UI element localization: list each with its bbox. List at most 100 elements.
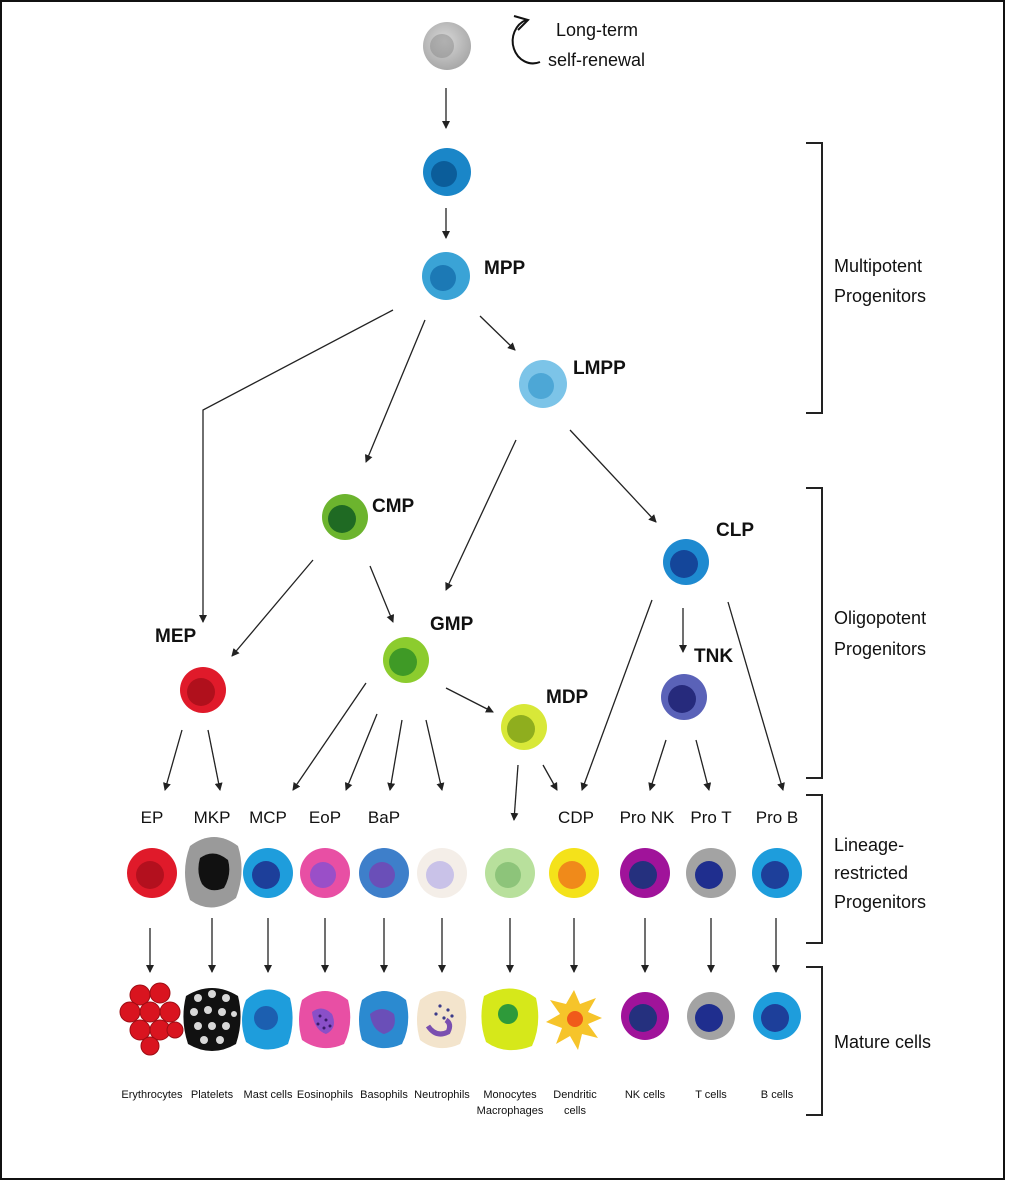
mep-cell — [180, 667, 226, 713]
arrow-mpp-to-mep — [199, 309, 394, 623]
eosinophils-cells — [299, 991, 351, 1049]
self-renewal-arrow-icon — [511, 15, 541, 65]
arrow-gmp-to-neutrophil — [425, 719, 445, 791]
section-multipotent-line1: Multipotent — [834, 256, 922, 276]
arrow-tnk-to-prot — [695, 739, 712, 791]
gmp-cell — [383, 637, 429, 683]
clp-cell — [663, 539, 709, 585]
nk-cells — [621, 992, 669, 1040]
lineage-label-pro-nk: Pro NK — [620, 808, 675, 827]
platelets-cells — [183, 988, 241, 1051]
lmpp-cell — [519, 360, 567, 408]
arrow-cmp-to-mep — [231, 559, 314, 657]
lineage-label-ep: EP — [141, 808, 164, 827]
mature-label-dendritic-cells: cells — [564, 1105, 587, 1117]
mature-label-platelets: Platelets — [191, 1089, 234, 1101]
monocyte-progenitor-cell — [485, 848, 535, 898]
arrow-lmpp-to-clp — [569, 429, 657, 523]
mature-label-macrophages: Macrophages — [477, 1105, 544, 1117]
mature-label-neutrophils: Neutrophils — [414, 1089, 470, 1101]
mpp-label: MPP — [484, 258, 526, 279]
arrow-gmp-to-bap — [387, 719, 403, 791]
neutrophil-progenitor-cell — [417, 848, 467, 898]
cmp-cell — [322, 494, 368, 540]
self-renewal-label-line2: self-renewal — [548, 50, 645, 70]
mature-label-erythrocytes: Erythrocytes — [121, 1089, 183, 1101]
section-multipotent-line2: Progenitors — [834, 286, 926, 306]
arrow-mdp-to-mono — [510, 764, 519, 821]
lineage-label-bap: BaP — [368, 808, 400, 827]
section-lineage-line2: restricted — [834, 863, 908, 883]
mdp-label: MDP — [546, 687, 589, 708]
t-cells — [687, 992, 735, 1040]
mature-label-t-cells: T cells — [695, 1089, 727, 1101]
eop-cell — [300, 848, 350, 898]
lineage-label-pro-t: Pro T — [690, 808, 731, 827]
self-renewal-label-line1: Long-term — [556, 20, 638, 40]
arrow-mep-to-ep — [163, 729, 183, 791]
arrow-clp-to-cdp — [580, 599, 653, 791]
pro-nk-cell — [620, 848, 670, 898]
gmp-label: GMP — [430, 614, 474, 635]
arrows — [146, 88, 785, 973]
arrow-mdp-to-cdp — [542, 764, 558, 791]
b-cells — [753, 992, 801, 1040]
arrow-gmp-to-mcp — [292, 682, 367, 791]
arrow-tnk-to-pronk — [648, 739, 667, 791]
neutrophils-cells — [417, 991, 467, 1049]
section-lineage-line3: Progenitors — [834, 892, 926, 912]
cdp-cell — [549, 848, 599, 898]
lineage-label-mkp: MKP — [194, 808, 231, 827]
bracket-mature — [806, 966, 823, 1116]
mast-cells — [242, 989, 293, 1050]
arrow-mpp-to-lmpp — [479, 315, 516, 351]
mpp-cell — [422, 252, 470, 300]
basophils-cells — [359, 991, 409, 1049]
arrow-mep-to-mkp — [207, 729, 223, 791]
arrow-clp-to-prob — [727, 601, 785, 791]
dendritic-cells — [546, 990, 602, 1050]
mature-label-eosinophils: Eosinophils — [297, 1089, 354, 1101]
arrow-lmpp-to-gmp — [445, 439, 517, 591]
mcp-cell — [243, 848, 293, 898]
tnk-label: TNK — [694, 646, 733, 667]
lineage-label-pro-b: Pro B — [756, 808, 799, 827]
pro-b-cell — [752, 848, 802, 898]
mature-label-b-cells: B cells — [761, 1089, 794, 1101]
monocytes-macrophages-cells — [481, 988, 539, 1051]
mature-label-monocytes: Monocytes — [483, 1089, 537, 1101]
arrow-cmp-to-gmp — [369, 565, 395, 623]
lineage-label-eop: EoP — [309, 808, 341, 827]
lineage-label-cdp: CDP — [558, 808, 594, 827]
arrow-mpp-to-cmp — [364, 319, 426, 463]
mep-label: MEP — [155, 626, 197, 647]
mkp-cell — [185, 837, 242, 908]
section-oligopotent-line2: Progenitors — [834, 639, 926, 659]
bap-cell — [359, 848, 409, 898]
bracket-oligopotent — [806, 487, 823, 779]
mdp-cell — [501, 704, 547, 750]
section-brackets — [806, 142, 823, 1116]
section-mature-label: Mature cells — [834, 1032, 931, 1052]
section-lineage-line1: Lineage- — [834, 835, 904, 855]
cmp-label: CMP — [372, 496, 415, 517]
st-hsc-cell — [423, 148, 471, 196]
pro-t-cell — [686, 848, 736, 898]
ep-cell — [127, 848, 177, 898]
tnk-cell — [661, 674, 707, 720]
mature-label-mast-cells: Mast cells — [244, 1089, 293, 1101]
erythrocytes-cells — [119, 982, 184, 1056]
bracket-lineage — [806, 794, 823, 944]
lineage-label-mcp: MCP — [249, 808, 287, 827]
bracket-multipotent — [806, 142, 823, 414]
mature-label-basophils: Basophils — [360, 1089, 408, 1101]
section-oligopotent-line1: Oligopotent — [834, 608, 926, 628]
arrow-gmp-to-mdp — [445, 687, 494, 713]
mature-label-dendritic: Dendritic — [553, 1089, 597, 1101]
hsc-cell — [423, 22, 471, 70]
arrow-gmp-to-eop — [344, 713, 378, 791]
clp-label: CLP — [716, 520, 754, 541]
lmpp-label: LMPP — [573, 358, 626, 379]
